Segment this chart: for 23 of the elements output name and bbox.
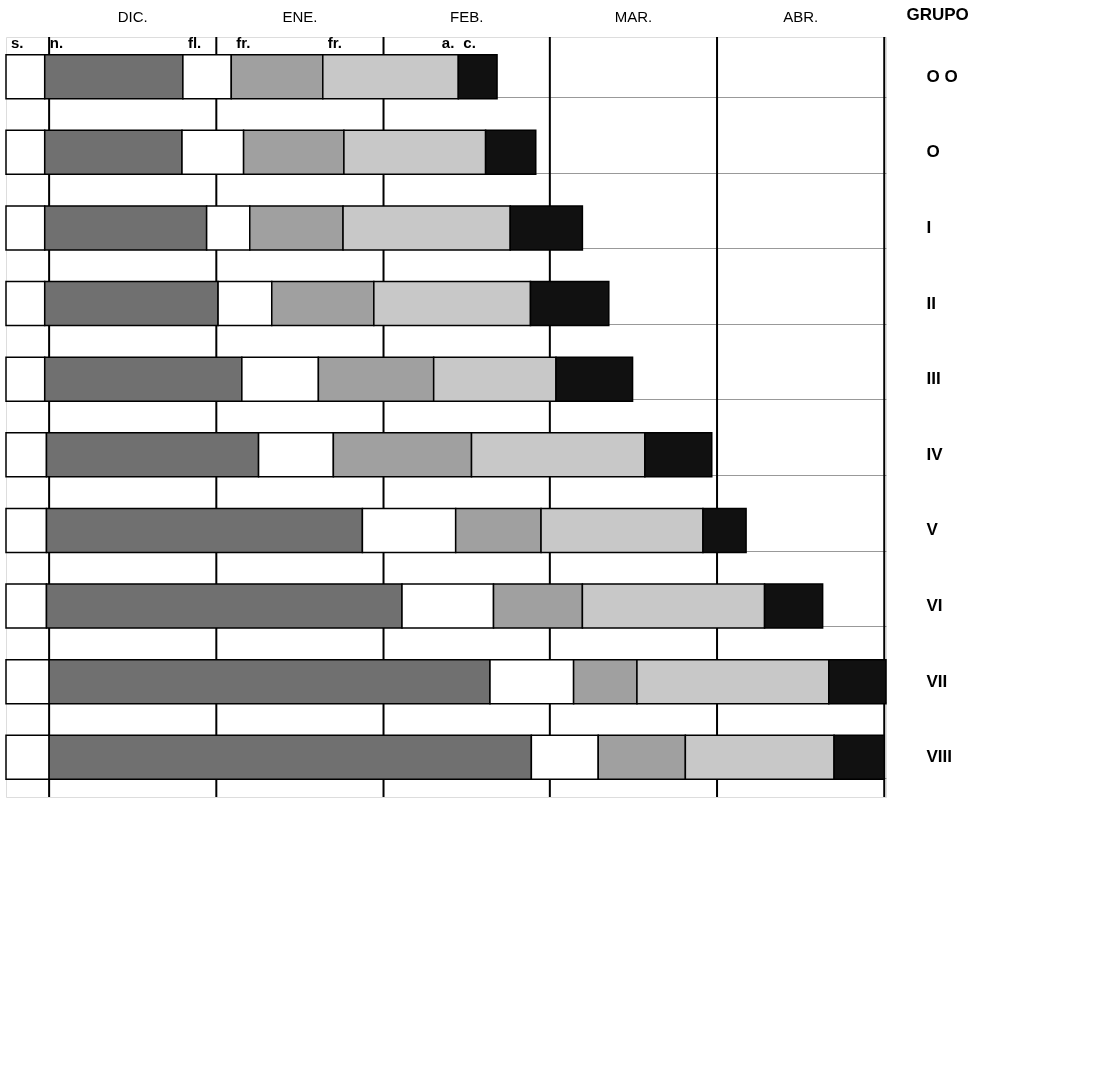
annotation: a. bbox=[441, 33, 455, 51]
annotation: c. bbox=[463, 33, 476, 51]
text: MAR. bbox=[614, 8, 653, 25]
annotation: fl. bbox=[187, 33, 202, 51]
y-tick-label: VIII bbox=[926, 747, 953, 767]
text: FEB. bbox=[450, 8, 484, 25]
y-tick-label: VII bbox=[926, 671, 948, 691]
annotation: s. bbox=[11, 33, 24, 51]
text: ABR. bbox=[783, 8, 819, 25]
y-tick-label: O bbox=[926, 142, 940, 162]
annotation: fr. bbox=[327, 33, 342, 51]
y-tick-label: V bbox=[926, 520, 939, 540]
annotation: fr. bbox=[236, 33, 251, 51]
y-axis-title: GRUPO bbox=[906, 4, 969, 24]
y-tick-label: VI bbox=[926, 596, 943, 616]
y-tick-label: I bbox=[926, 217, 932, 237]
y-tick-label: III bbox=[926, 369, 941, 389]
y-tick-label: O O bbox=[926, 66, 958, 86]
text: DIC. bbox=[117, 8, 148, 25]
text: ENE. bbox=[282, 8, 318, 25]
y-tick-label: IV bbox=[926, 444, 944, 464]
annotation: n. bbox=[49, 33, 64, 51]
y-tick-label: II bbox=[926, 293, 936, 313]
